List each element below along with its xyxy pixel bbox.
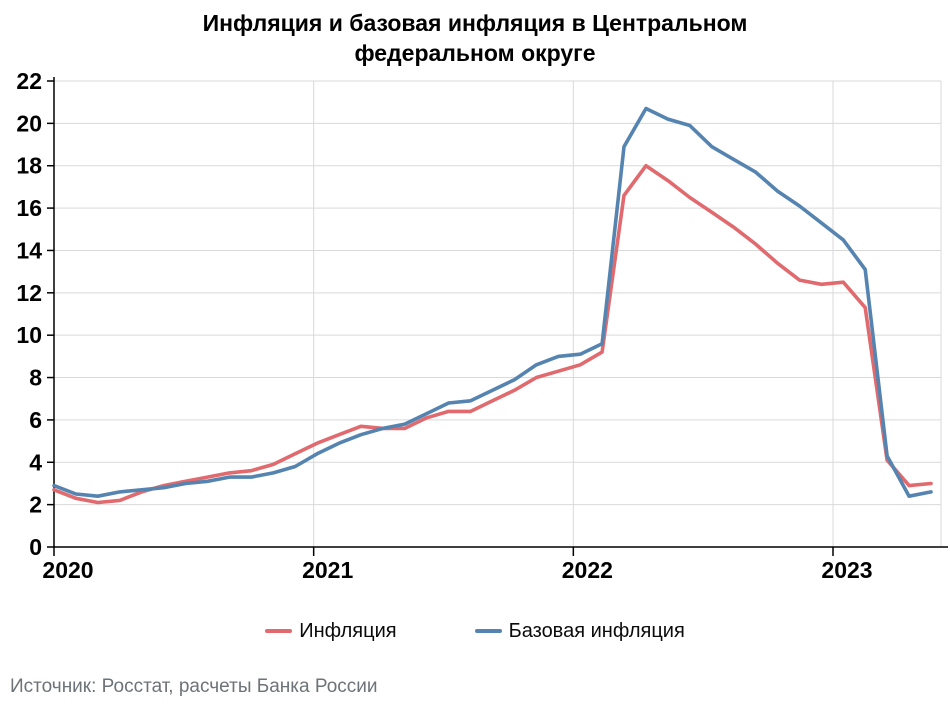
- svg-text:16: 16: [16, 195, 42, 221]
- svg-text:10: 10: [16, 322, 42, 348]
- line-chart: 0 2 4 6 8 10 12 14 16 18 20 22 2020 2021 2022 2023: [16, 68, 948, 583]
- inflation-line-swatch: [265, 629, 293, 633]
- svg-text:2023: 2023: [821, 557, 872, 583]
- svg-text:12: 12: [16, 280, 42, 306]
- svg-text:6: 6: [29, 407, 42, 433]
- svg-text:2020: 2020: [42, 557, 93, 583]
- chart-legend: Инфляция Базовая инфляция: [0, 617, 950, 645]
- core-inflation-line-swatch: [474, 629, 502, 633]
- svg-text:22: 22: [16, 68, 42, 94]
- svg-text:18: 18: [16, 153, 42, 179]
- svg-text:0: 0: [29, 534, 42, 560]
- svg-text:4: 4: [29, 449, 42, 475]
- svg-text:20: 20: [16, 110, 42, 136]
- y-tick-labels: 0 2 4 6 8 10 12 14 16 18 20 22: [16, 68, 54, 560]
- svg-text:2022: 2022: [562, 557, 613, 583]
- legend-item-core-inflation: Базовая инфляция: [474, 619, 685, 643]
- svg-text:8: 8: [29, 365, 42, 391]
- svg-text:14: 14: [16, 237, 42, 263]
- legend-item-inflation: Инфляция: [265, 619, 397, 643]
- vertical-gridlines: [313, 81, 942, 547]
- legend-label-inflation: Инфляция: [299, 619, 397, 642]
- inflation-line: [52, 163, 933, 505]
- legend-label-core-inflation: Базовая инфляция: [508, 619, 685, 642]
- core-inflation-line: [52, 106, 933, 499]
- svg-text:2021: 2021: [302, 557, 353, 583]
- x-tick-labels: 2020 2021 2022 2023: [42, 547, 873, 583]
- source-note: Источник: Росстат, расчеты Банка России: [10, 676, 378, 697]
- chart-title: Инфляция и базовая инфляция в Центрально…: [202, 10, 748, 66]
- svg-text:2: 2: [29, 492, 42, 518]
- horizontal-gridlines: [54, 80, 941, 506]
